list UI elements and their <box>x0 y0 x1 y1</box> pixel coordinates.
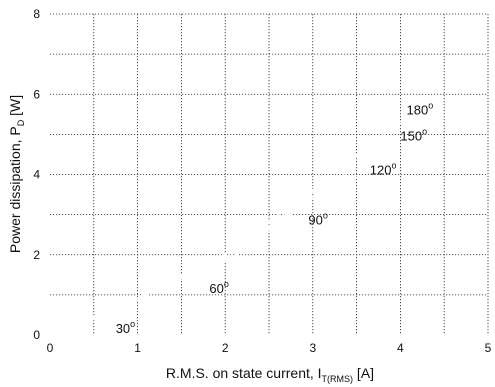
curves <box>49 121 402 337</box>
y-tick-label: 6 <box>33 87 40 101</box>
y-tick-label: 4 <box>33 168 40 182</box>
y-tick-label: 0 <box>33 328 40 342</box>
x-axis-title: R.M.S. on state current, IT(RMS) [A] <box>166 365 374 384</box>
x-tick-label: 1 <box>134 341 141 355</box>
annotation-60: 60o <box>209 279 228 296</box>
annotation-150: 150o <box>400 126 427 143</box>
annotation-90: 90o <box>308 211 327 228</box>
y-axis-title: Power dissipation, PD [W] <box>7 95 26 253</box>
annotation-180: 180o <box>407 100 434 117</box>
curve-180 <box>49 121 402 337</box>
x-tick-label: 2 <box>222 341 229 355</box>
x-tick-label: 4 <box>397 341 404 355</box>
y-tick-label: 8 <box>33 7 40 21</box>
x-tick-label: 3 <box>309 341 316 355</box>
grid <box>50 13 489 335</box>
y-tick-labels: 0 2 4 6 8 <box>33 7 40 342</box>
annotation-30: 30o <box>116 319 135 336</box>
x-tick-label: 0 <box>47 341 54 355</box>
annotation-120: 120o <box>370 161 397 178</box>
curve-150 <box>49 137 402 337</box>
y-tick-label: 2 <box>33 248 40 262</box>
x-tick-label: 5 <box>485 341 492 355</box>
angle-annotations: 30o 60o 90o 120o 150o 180o <box>116 100 434 336</box>
x-tick-labels: 0 1 2 3 4 5 <box>47 341 492 355</box>
